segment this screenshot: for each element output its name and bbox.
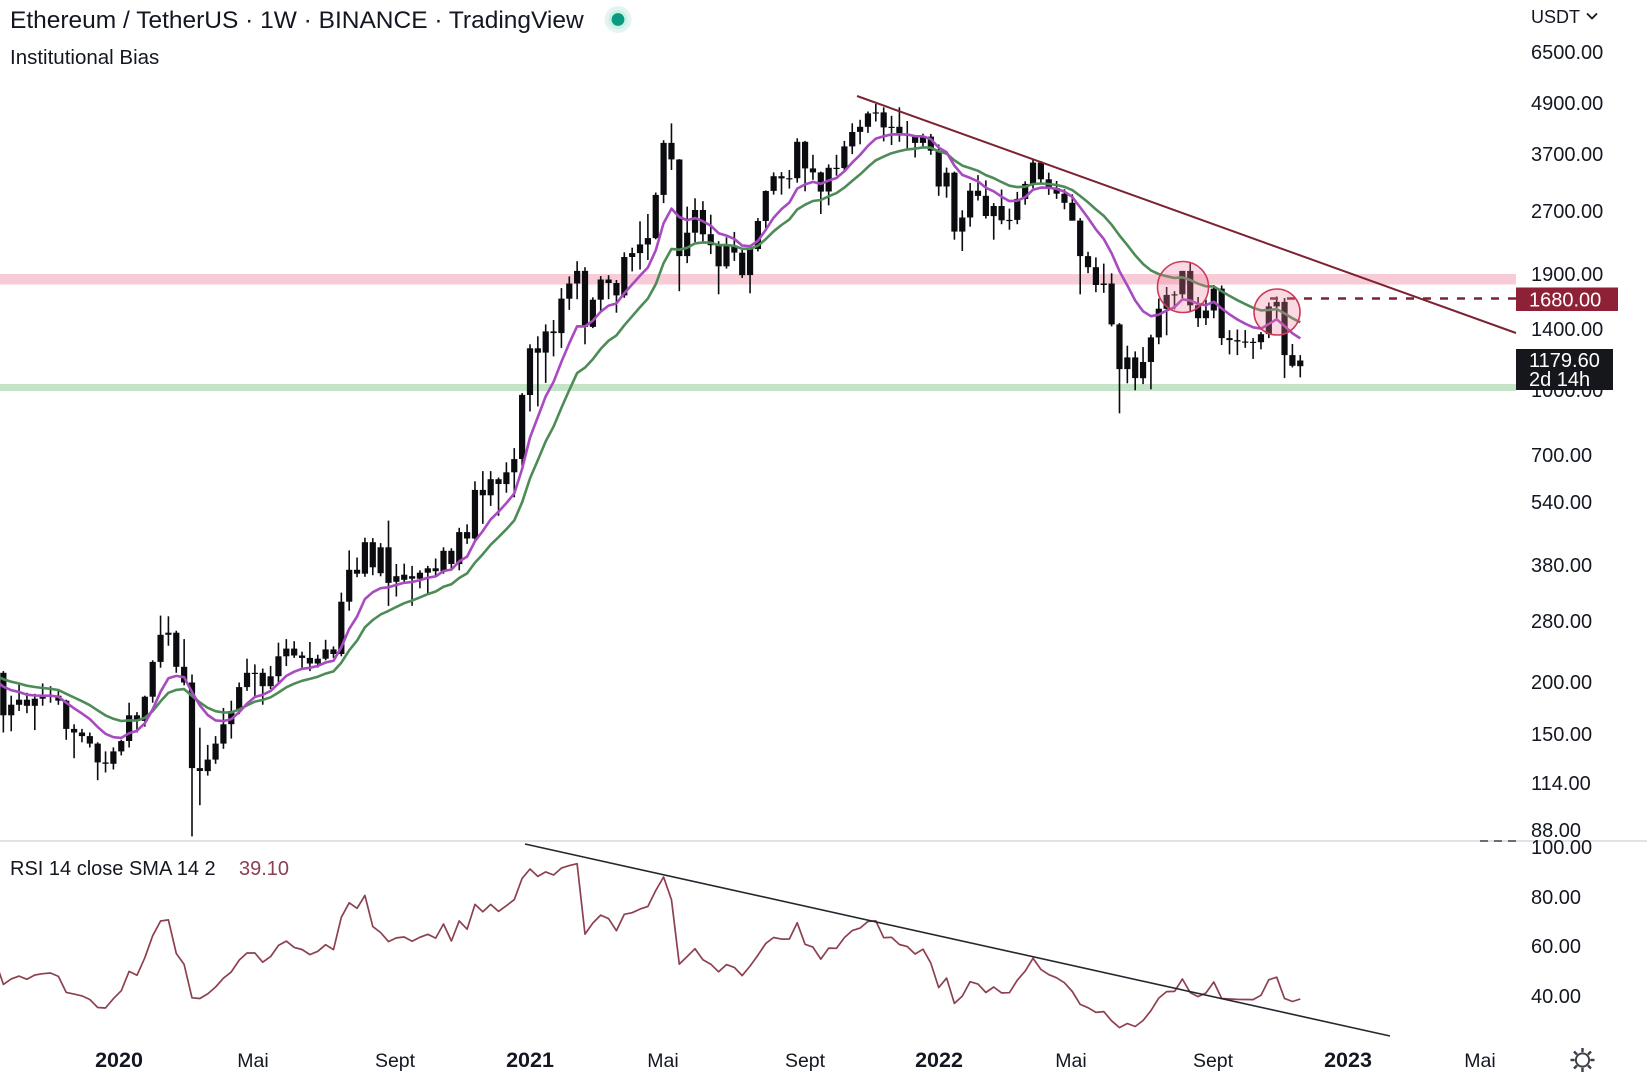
svg-text:100.00: 100.00 — [1531, 837, 1592, 859]
svg-text:700.00: 700.00 — [1531, 445, 1592, 467]
svg-text:Sept: Sept — [375, 1050, 416, 1072]
svg-text:Mai: Mai — [1464, 1050, 1495, 1072]
svg-text:1400.00: 1400.00 — [1531, 319, 1603, 341]
svg-text:40.00: 40.00 — [1531, 986, 1581, 1008]
svg-text:RSI 14 close SMA 14 2: RSI 14 close SMA 14 2 — [10, 858, 216, 880]
svg-text:Sept: Sept — [1193, 1050, 1234, 1072]
svg-text:1900.00: 1900.00 — [1531, 264, 1603, 286]
svg-text:Mai: Mai — [647, 1050, 678, 1072]
svg-text:Mai: Mai — [237, 1050, 268, 1072]
svg-text:380.00: 380.00 — [1531, 555, 1592, 577]
svg-text:114.00: 114.00 — [1531, 773, 1591, 795]
svg-text:2023: 2023 — [1324, 1048, 1372, 1072]
svg-text:88.00: 88.00 — [1531, 820, 1581, 842]
svg-text:2021: 2021 — [506, 1048, 554, 1072]
svg-text:2020: 2020 — [95, 1048, 143, 1072]
svg-text:2700.00: 2700.00 — [1531, 201, 1603, 223]
svg-text:150.00: 150.00 — [1531, 724, 1592, 746]
svg-text:Sept: Sept — [785, 1050, 826, 1072]
svg-text:80.00: 80.00 — [1531, 887, 1581, 909]
svg-text:2022: 2022 — [915, 1048, 963, 1072]
svg-text:4900.00: 4900.00 — [1531, 93, 1603, 115]
svg-text:200.00: 200.00 — [1531, 672, 1592, 694]
svg-text:Ethereum / TetherUS · 1W · BIN: Ethereum / TetherUS · 1W · BINANCE · Tra… — [10, 7, 584, 34]
svg-text:39.10: 39.10 — [239, 858, 289, 880]
svg-text:3700.00: 3700.00 — [1531, 144, 1603, 166]
svg-text:60.00: 60.00 — [1531, 936, 1581, 958]
svg-text:USDT: USDT — [1531, 7, 1580, 27]
svg-text:6500.00: 6500.00 — [1531, 42, 1603, 64]
svg-text:540.00: 540.00 — [1531, 492, 1592, 514]
svg-text:280.00: 280.00 — [1531, 611, 1592, 633]
svg-text:1680.00: 1680.00 — [1529, 290, 1601, 312]
svg-text:1179.60: 1179.60 — [1529, 350, 1600, 372]
svg-text:Mai: Mai — [1055, 1050, 1086, 1072]
svg-text:Institutional Bias: Institutional Bias — [10, 46, 159, 69]
svg-text:2d 14h: 2d 14h — [1529, 369, 1590, 391]
